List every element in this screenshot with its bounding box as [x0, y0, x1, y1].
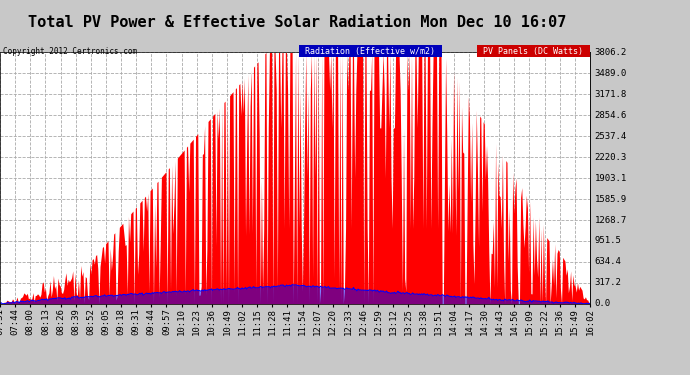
Text: 2854.6: 2854.6 [595, 111, 627, 120]
Text: 1268.7: 1268.7 [595, 216, 627, 225]
Text: 0.0: 0.0 [595, 299, 611, 308]
Text: PV Panels (DC Watts): PV Panels (DC Watts) [478, 47, 588, 56]
Text: 2220.3: 2220.3 [595, 153, 627, 162]
Text: 634.4: 634.4 [595, 257, 622, 266]
Text: 3489.0: 3489.0 [595, 69, 627, 78]
Text: Total PV Power & Effective Solar Radiation Mon Dec 10 16:07: Total PV Power & Effective Solar Radiati… [28, 15, 566, 30]
Text: 317.2: 317.2 [595, 278, 622, 287]
Text: 1585.9: 1585.9 [595, 195, 627, 204]
Text: 951.5: 951.5 [595, 237, 622, 246]
Text: 3171.8: 3171.8 [595, 90, 627, 99]
Text: 3806.2: 3806.2 [595, 48, 627, 57]
Text: Copyright 2012 Certronics.com: Copyright 2012 Certronics.com [3, 47, 137, 56]
Text: 1903.1: 1903.1 [595, 174, 627, 183]
Text: Radiation (Effective w/m2): Radiation (Effective w/m2) [300, 47, 440, 56]
Text: 2537.4: 2537.4 [595, 132, 627, 141]
